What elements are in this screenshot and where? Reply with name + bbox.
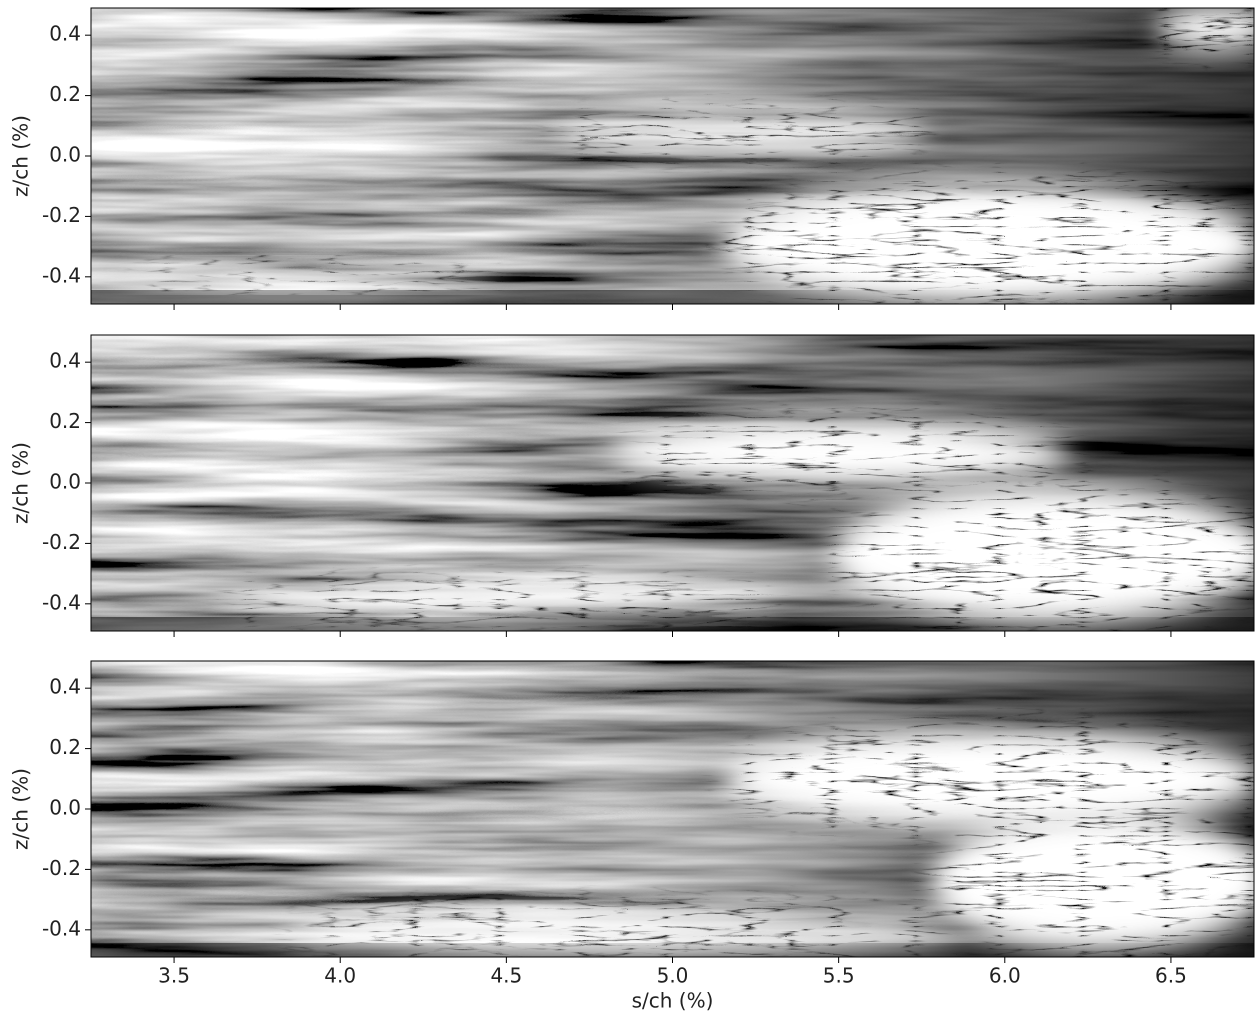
y-tick-label: 0.0 (49, 470, 81, 494)
y-tick-label: 0.2 (49, 735, 81, 759)
y-tick-label: 0.4 (49, 675, 81, 699)
x-axis-label: s/ch (%) (632, 989, 714, 1013)
y-tick-label: -0.4 (42, 590, 81, 614)
y-tick-label: 0.4 (49, 349, 81, 373)
flow-image (91, 335, 1254, 631)
y-tick-label: -0.2 (42, 856, 81, 880)
x-tick-label: 5.0 (657, 964, 689, 988)
x-tick-label: 3.5 (158, 964, 190, 988)
x-tick-label: 4.5 (490, 964, 522, 988)
y-axis-label: z/ch (%) (9, 115, 33, 197)
y-tick-label: 0.0 (49, 796, 81, 820)
y-tick-label: 0.2 (49, 82, 81, 106)
turbulent-patches (91, 335, 1254, 631)
y-tick-label: 0.0 (49, 143, 81, 167)
y-tick-label: -0.2 (42, 530, 81, 554)
x-tick-label: 5.5 (823, 964, 855, 988)
y-tick-label: 0.4 (49, 22, 81, 46)
y-axis-label: z/ch (%) (9, 442, 33, 524)
y-tick-label: -0.2 (42, 203, 81, 227)
flow-image (91, 8, 1254, 304)
x-tick-label: 6.5 (1155, 964, 1187, 988)
x-tick-label: 4.0 (324, 964, 356, 988)
flow-image (91, 661, 1254, 957)
turbulent-patches (91, 661, 1254, 957)
y-tick-label: -0.4 (42, 916, 81, 940)
x-tick-label: 6.0 (989, 964, 1021, 988)
turbulent-patches (91, 8, 1254, 304)
y-tick-label: -0.4 (42, 263, 81, 287)
y-tick-label: 0.2 (49, 409, 81, 433)
y-axis-label: z/ch (%) (9, 768, 33, 850)
